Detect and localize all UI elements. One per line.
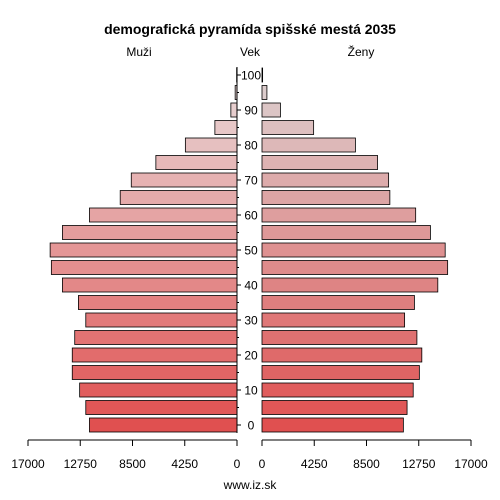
population-axes: 17000 12750 8500 4250 0 0 4250 8500 12750 17000 xyxy=(11,439,488,471)
male-bar-70-74 xyxy=(130,172,238,188)
chart-title: demografická pyramída spišské mestá 2035 xyxy=(104,21,396,37)
female-x-tick-label: 0 xyxy=(259,457,266,471)
male-bar-85-89 xyxy=(214,120,238,135)
female-x-tick-label: 17000 xyxy=(454,457,488,471)
females-label: Ženy xyxy=(348,44,375,59)
age-tick-label: 80 xyxy=(244,139,258,153)
female-bar-75-79 xyxy=(261,155,378,170)
age-tick-label: 0 xyxy=(248,419,255,433)
male-x-tick-label: 4250 xyxy=(171,457,198,471)
age-tick-label: 20 xyxy=(244,349,258,363)
female-bar-0-4 xyxy=(261,417,404,433)
female-bar-80-84 xyxy=(261,137,356,153)
male-bar-65-69 xyxy=(119,190,238,205)
female-bar-30-34 xyxy=(261,312,406,328)
male-x-tick-label: 0 xyxy=(234,457,241,471)
age-axis: 0 10 20 30 40 50 60 70 80 90 100 xyxy=(236,67,261,433)
female-bar-45-49 xyxy=(261,260,449,275)
female-bar-55-59 xyxy=(261,225,431,240)
female-bar-65-69 xyxy=(261,190,391,205)
female-bar-70-74 xyxy=(261,172,390,188)
female-bar-50-54 xyxy=(261,242,446,258)
male-bar-10-14 xyxy=(79,382,238,398)
female-bar-40-44 xyxy=(261,277,439,293)
source-label: www.iz.sk xyxy=(223,478,278,492)
female-bar-5-9 xyxy=(261,400,408,415)
male-bar-25-29 xyxy=(74,330,238,345)
female-bar-25-29 xyxy=(261,330,418,345)
female-bars xyxy=(261,67,449,433)
female-x-tick-label: 4250 xyxy=(301,457,328,471)
male-bar-30-34 xyxy=(85,312,238,328)
male-bar-35-39 xyxy=(78,295,238,310)
male-bar-80-84 xyxy=(184,137,238,153)
male-bar-0-4 xyxy=(89,417,238,433)
female-bar-100+ xyxy=(261,67,264,83)
age-tick-label: 40 xyxy=(244,279,258,293)
male-x-tick-label: 12750 xyxy=(64,457,98,471)
age-tick-label: 60 xyxy=(244,209,258,223)
female-bar-35-39 xyxy=(261,295,415,310)
age-tick-label: 30 xyxy=(244,314,258,328)
male-bar-40-44 xyxy=(62,277,238,293)
male-x-tick-label: 17000 xyxy=(11,457,45,471)
age-axis-label: Vek xyxy=(240,45,261,59)
males-label: Muži xyxy=(126,45,151,59)
male-bar-75-79 xyxy=(155,155,238,170)
age-tick-label: 100 xyxy=(241,69,261,83)
female-bar-20-24 xyxy=(261,347,423,363)
male-bar-60-64 xyxy=(89,207,238,223)
female-x-tick-label: 8500 xyxy=(353,457,380,471)
male-bar-90-94 xyxy=(230,102,238,118)
male-bar-15-19 xyxy=(71,365,238,380)
male-bar-20-24 xyxy=(71,347,238,363)
female-bar-95-99 xyxy=(261,85,268,100)
female-bar-15-19 xyxy=(261,365,420,380)
male-bar-55-59 xyxy=(62,225,238,240)
age-tick-label: 90 xyxy=(244,104,258,118)
female-bar-90-94 xyxy=(261,102,281,118)
female-bar-85-89 xyxy=(261,120,315,135)
male-bar-50-54 xyxy=(49,242,238,258)
male-bar-45-49 xyxy=(50,260,238,275)
male-x-tick-label: 8500 xyxy=(119,457,146,471)
age-tick-label: 10 xyxy=(244,384,258,398)
female-bar-60-64 xyxy=(261,207,417,223)
female-x-tick-label: 12750 xyxy=(402,457,436,471)
female-bar-10-14 xyxy=(261,382,414,398)
age-tick-label: 70 xyxy=(244,174,258,188)
age-tick-label: 50 xyxy=(244,244,258,258)
male-bars xyxy=(49,67,238,433)
male-bar-5-9 xyxy=(85,400,238,415)
